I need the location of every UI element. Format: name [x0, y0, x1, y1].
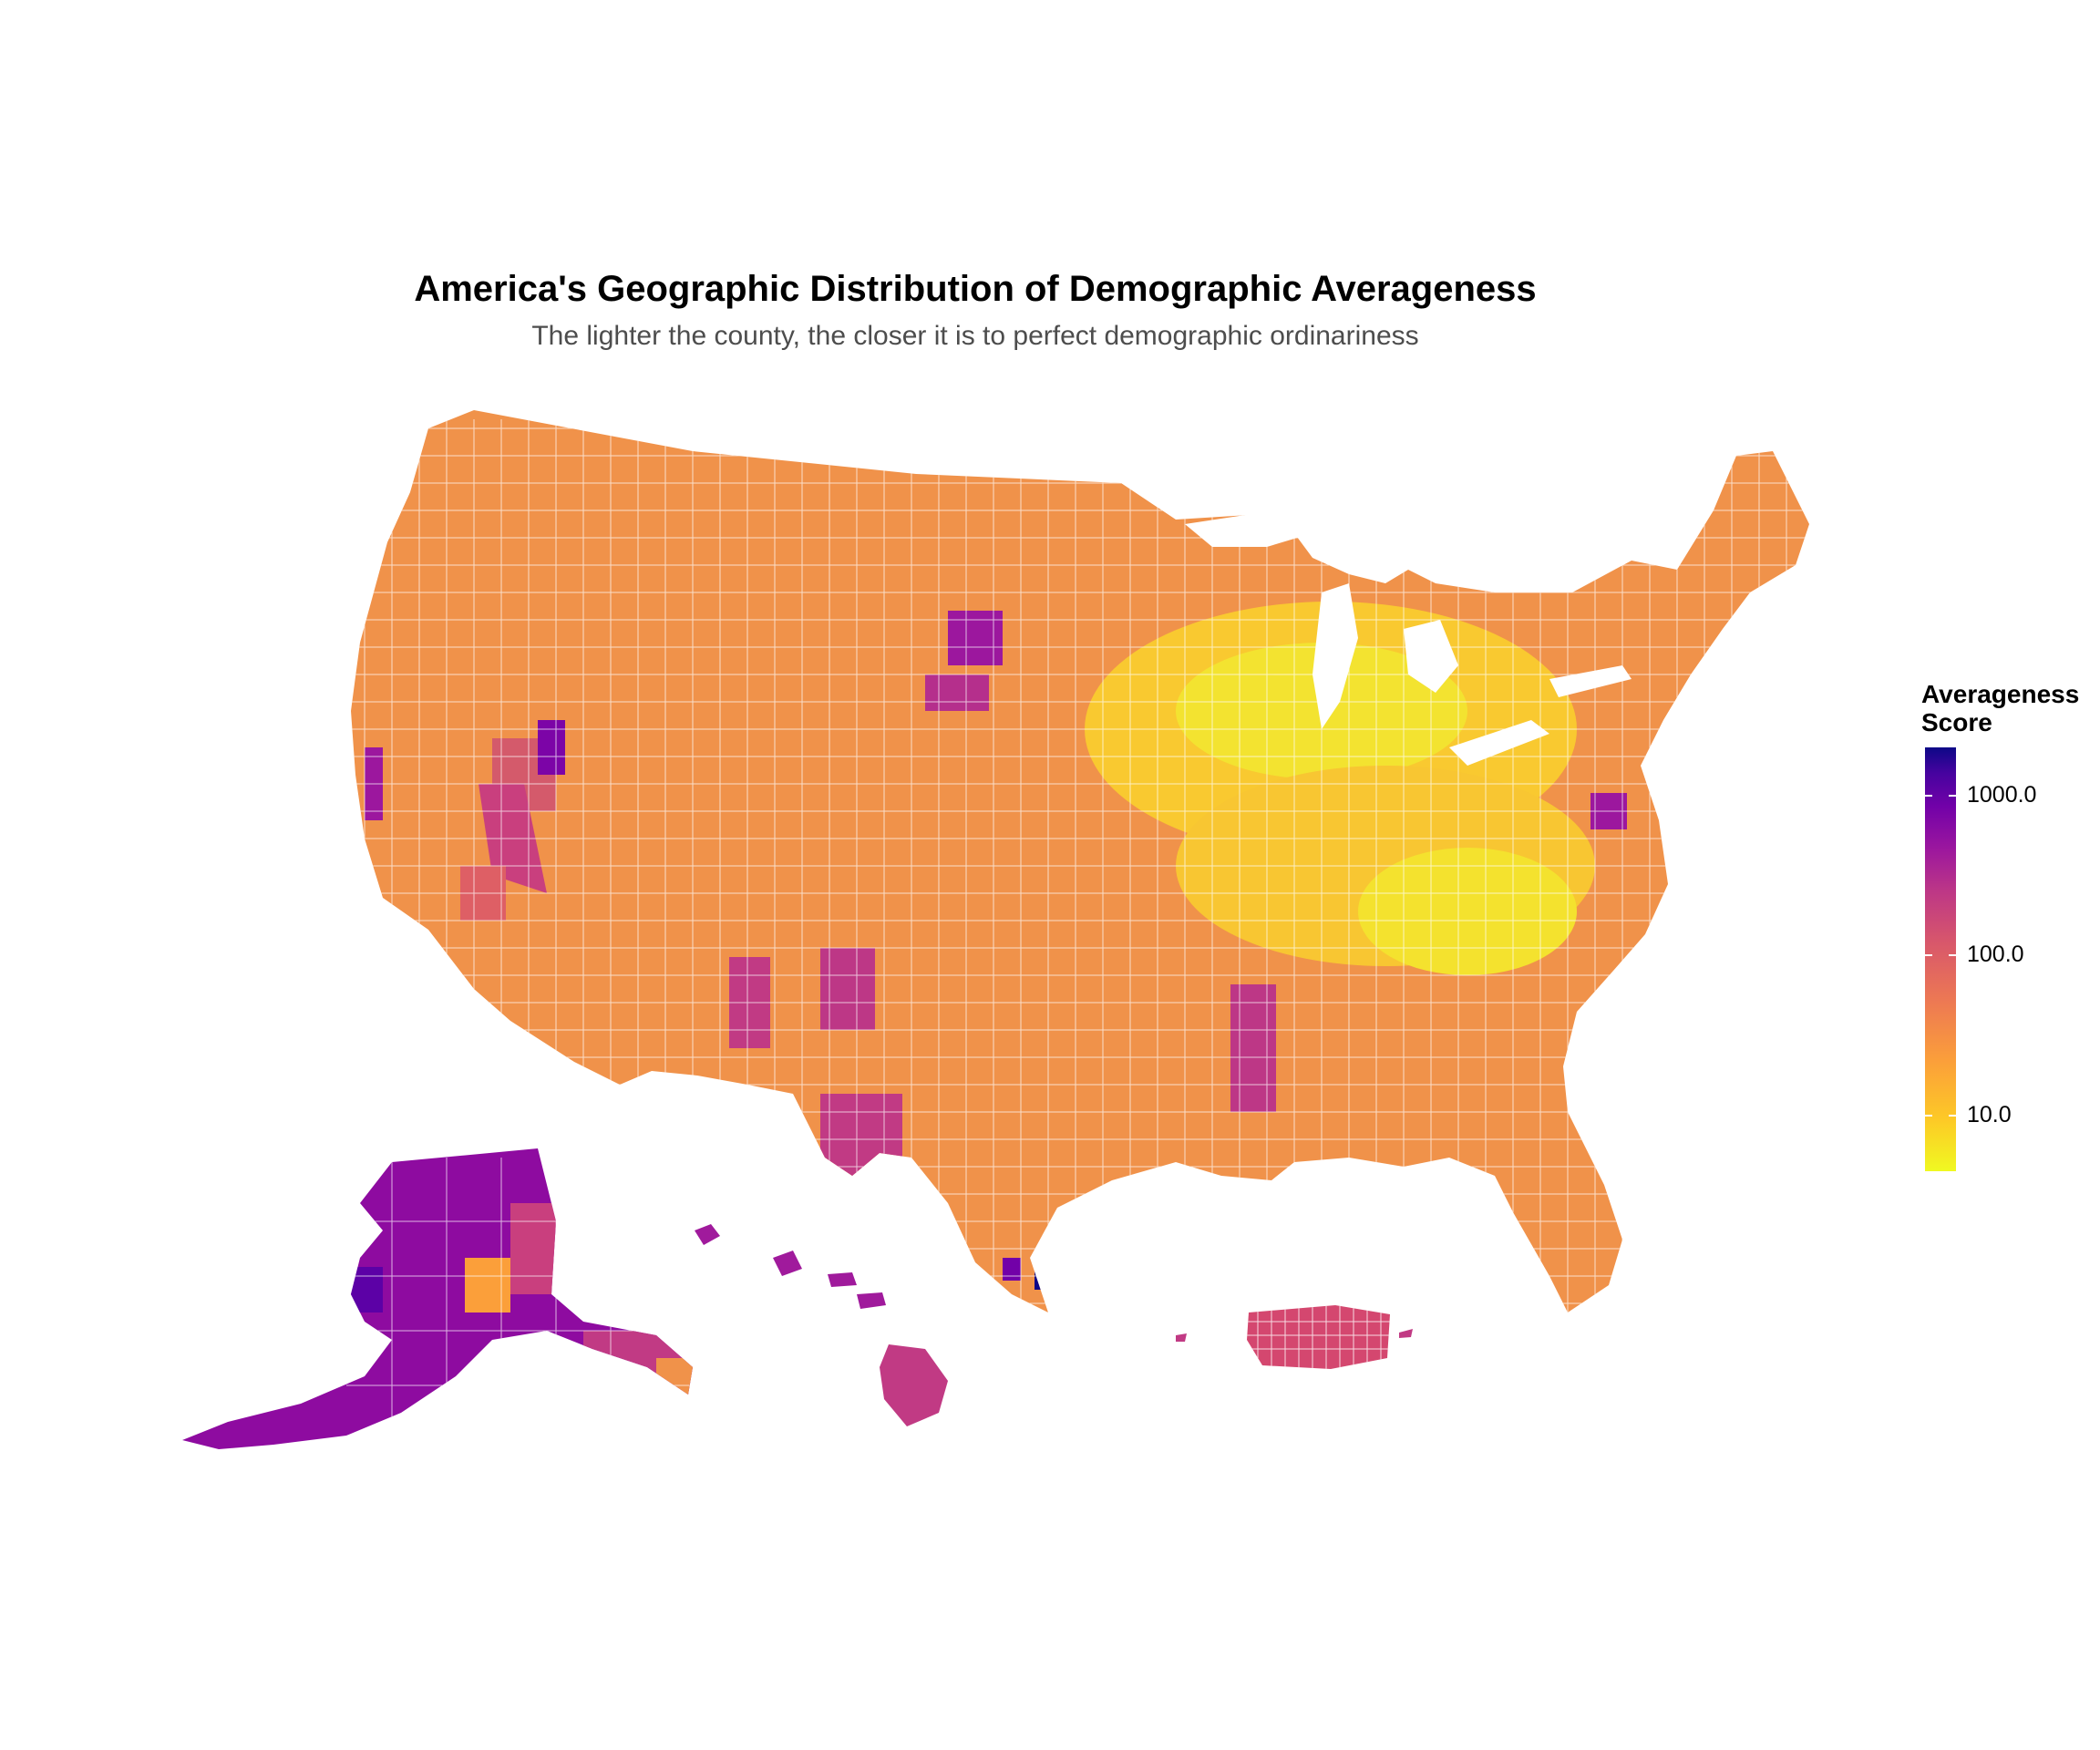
- legend-tick-label: 100.0: [1967, 942, 2024, 968]
- puerto-rico-islet: [1399, 1329, 1413, 1338]
- legend-title-line1: Averageness: [1921, 680, 2080, 708]
- legend-tick-mark: [1949, 794, 1956, 797]
- legend-tick-label: 10.0: [1967, 1102, 2012, 1128]
- puerto-rico: [1247, 1305, 1390, 1369]
- contiguous-us: [351, 410, 1809, 1312]
- map-subtitle: The lighter the county, the closer it is…: [531, 321, 1419, 351]
- great-lakes: [1185, 510, 1632, 766]
- hawaii: [695, 1224, 948, 1426]
- legend-tick-label: 1000.0: [1967, 781, 2037, 808]
- legend-title-line2: Score: [1921, 708, 1992, 736]
- legend-colorbar: [1925, 747, 1956, 1171]
- legend-tick-mark: [1925, 794, 1932, 797]
- alaska: [182, 1148, 693, 1449]
- legend-tick-mark: [1949, 1115, 1956, 1117]
- map-title: America's Geographic Distribution of Dem…: [414, 269, 1537, 309]
- legend-tick-mark: [1949, 954, 1956, 957]
- legend-title: Averageness Score: [1921, 680, 2095, 736]
- puerto-rico-islet: [1176, 1333, 1187, 1342]
- legend-tick-mark: [1925, 954, 1932, 957]
- legend-tick-mark: [1925, 1115, 1932, 1117]
